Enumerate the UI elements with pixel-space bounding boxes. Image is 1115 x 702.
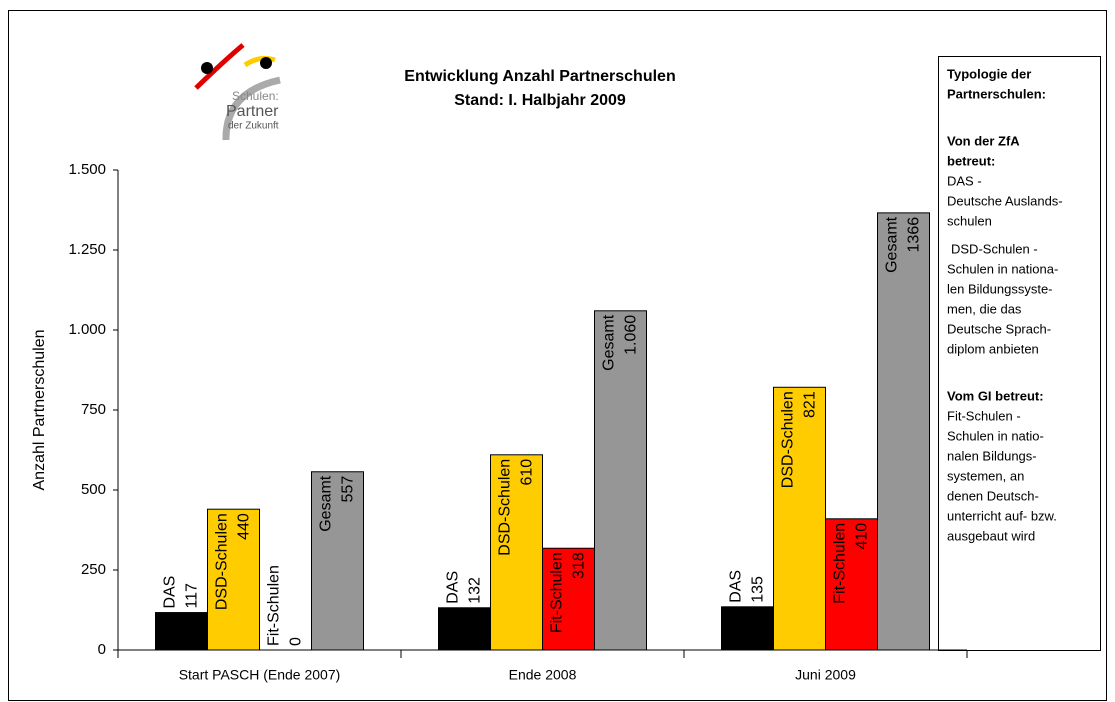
bar	[155, 612, 208, 651]
bar-label-name: DSD-Schulen	[497, 459, 514, 556]
bar-label-name: DAS	[162, 576, 179, 609]
bar	[207, 508, 260, 651]
x-tick-label: Juni 2009	[795, 667, 856, 683]
y-tick-label: 500	[81, 481, 106, 498]
y-tick-label: 1.500	[68, 161, 106, 178]
bar-label-value: 821	[802, 391, 819, 418]
sidebar-text: diplom anbieten	[947, 341, 1039, 356]
sidebar-text: Deutsche Sprach-	[947, 321, 1051, 336]
bar	[311, 471, 364, 651]
logo-dot	[260, 57, 272, 69]
bar-label-value: 610	[519, 459, 536, 486]
sidebar-text: DSD-Schulen -	[951, 241, 1038, 256]
logo-swoosh-yellow	[243, 55, 276, 68]
x-tick-label: Ende 2008	[509, 667, 577, 683]
sidebar-text: DAS -	[947, 173, 982, 188]
logo-swoosh-gray	[222, 76, 281, 141]
sidebar-title: Partnerschulen:	[947, 86, 1046, 101]
bar	[490, 454, 543, 651]
chart-subtitle: Stand: I. Halbjahr 2009	[454, 92, 626, 109]
bar-label-name: Gesamt	[884, 216, 901, 273]
logo: Schulen: Partner der Zukunft	[194, 43, 281, 141]
y-tick-label: 1.250	[68, 241, 106, 258]
sidebar-box	[938, 56, 1101, 651]
sidebar-text: Deutsche Auslands-	[947, 193, 1063, 208]
bar-label-value: 1366	[906, 217, 923, 253]
bar	[825, 518, 878, 651]
logo-dot	[201, 62, 213, 74]
sidebar-text: ausgebaut wird	[947, 528, 1035, 543]
bar	[877, 212, 930, 651]
bar-label-name: Gesamt	[601, 314, 618, 371]
bar-label-name: DSD-Schulen	[780, 391, 797, 488]
sidebar-title: Typologie der	[947, 66, 1031, 81]
bar-label-value: 117	[184, 583, 201, 609]
bar-label-name: Gesamt	[318, 475, 335, 532]
bar-label-name: Fit-Schulen	[832, 523, 849, 604]
logo-swoosh-red	[194, 43, 245, 90]
sidebar-text: nalen Bildungs-	[947, 448, 1037, 463]
sidebar-text: denen Deutsch-	[947, 488, 1039, 503]
bar-label-value: 135	[750, 576, 767, 603]
sidebar-text: Schulen in nationa-	[947, 261, 1058, 276]
logo-text: Schulen:	[232, 89, 279, 103]
bar-label-value: 557	[340, 476, 357, 503]
sidebar-heading: Vom GI betreut:	[947, 388, 1044, 403]
bar-label-value: 440	[236, 513, 253, 540]
bar-label-value: 410	[854, 523, 871, 550]
bar-label-value: 132	[467, 577, 484, 604]
sidebar-text: systemen, an	[947, 468, 1024, 483]
chart-title: Entwicklung Anzahl Partnerschulen	[404, 68, 675, 85]
sidebar-text: men, die das	[947, 301, 1022, 316]
bar-label-value: 1.060	[623, 315, 640, 355]
sidebar-heading: Von der ZfA	[947, 133, 1020, 148]
bar-label-name: Fit-Schulen	[266, 565, 283, 646]
bar	[773, 386, 826, 651]
bar	[594, 310, 647, 651]
y-tick-label: 1.000	[68, 321, 106, 338]
bar-label-value: 318	[571, 552, 588, 579]
bar-label-value: 0	[288, 637, 305, 646]
bar-label-name: DAS	[728, 570, 745, 603]
sidebar-heading: betreut:	[947, 153, 995, 168]
sidebar-text: len Bildungssyste-	[947, 281, 1053, 296]
bar	[721, 606, 774, 651]
y-axis-label: Anzahl Partnerschulen	[31, 330, 48, 491]
bar-label-name: DSD-Schulen	[214, 513, 231, 610]
sidebar-text: unterricht auf- bzw.	[947, 508, 1057, 523]
sidebar-text: schulen	[947, 213, 992, 228]
y-tick-label: 0	[98, 641, 106, 658]
logo-text: der Zukunft	[228, 121, 279, 132]
y-tick-label: 250	[81, 561, 106, 578]
sidebar-text: Schulen in natio-	[947, 428, 1044, 443]
bar	[438, 607, 491, 651]
sidebar-text: Fit-Schulen -	[947, 408, 1021, 423]
bar-label-name: DAS	[445, 571, 462, 604]
x-tick-label: Start PASCH (Ende 2007)	[179, 667, 341, 683]
y-tick-label: 750	[81, 401, 106, 418]
bar-label-name: Fit-Schulen	[549, 552, 566, 633]
logo-text: Partner	[226, 103, 279, 120]
